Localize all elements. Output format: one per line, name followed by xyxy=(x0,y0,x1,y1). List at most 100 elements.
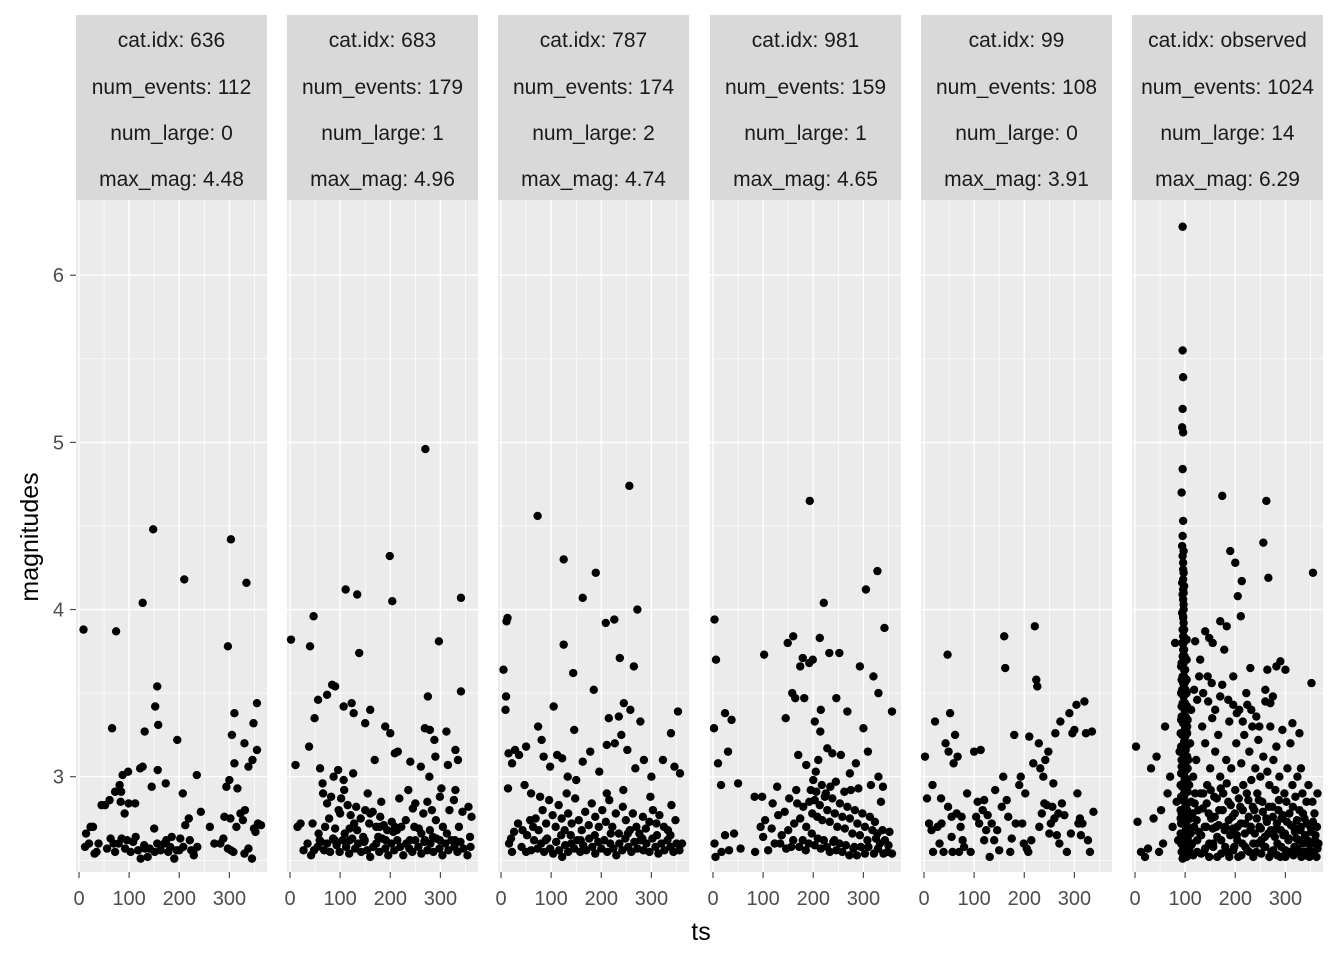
facet-strip-label: num_events: 159 xyxy=(725,76,886,99)
data-point xyxy=(1062,847,1072,857)
data-point xyxy=(397,822,406,832)
data-point xyxy=(602,740,611,750)
data-point xyxy=(343,800,352,810)
data-point xyxy=(506,834,516,843)
data-point xyxy=(296,819,305,828)
data-point xyxy=(324,814,334,823)
data-point xyxy=(135,764,145,773)
data-point xyxy=(799,802,808,812)
data-point xyxy=(1143,844,1153,853)
data-point xyxy=(1176,715,1186,725)
data-point xyxy=(330,824,340,833)
facet-strip xyxy=(921,15,1112,200)
data-point xyxy=(1203,672,1212,681)
data-point xyxy=(1291,792,1300,801)
data-point xyxy=(1178,575,1188,584)
data-point xyxy=(979,836,989,845)
data-point xyxy=(1257,849,1266,858)
data-point xyxy=(539,752,548,761)
data-point xyxy=(995,846,1004,855)
data-point xyxy=(559,640,568,649)
data-point xyxy=(1264,573,1273,582)
data-point xyxy=(1247,775,1256,785)
data-point xyxy=(1044,747,1053,756)
data-point xyxy=(618,802,628,812)
data-point xyxy=(451,745,460,755)
facet-panel: cat.idx: observed num_events: 1024 num_lar… xyxy=(1129,15,1323,910)
data-point xyxy=(1240,829,1249,838)
data-point xyxy=(1195,655,1205,664)
data-point xyxy=(1251,764,1260,773)
data-point xyxy=(658,755,668,765)
data-point xyxy=(1232,739,1241,748)
data-point xyxy=(453,755,463,765)
data-point xyxy=(974,819,984,828)
data-point xyxy=(430,735,439,745)
facet-panel: cat.idx: 636 num_events: 112 num_large: 0 m… xyxy=(73,15,267,910)
data-point xyxy=(549,702,558,711)
data-point xyxy=(578,757,587,766)
data-point xyxy=(223,642,233,651)
data-point xyxy=(131,832,140,842)
data-point xyxy=(858,809,867,818)
data-point xyxy=(709,724,719,733)
data-point xyxy=(386,729,395,738)
data-point xyxy=(81,829,91,838)
data-point xyxy=(815,800,824,810)
data-point xyxy=(366,852,375,862)
data-point xyxy=(1206,785,1215,795)
data-point xyxy=(619,785,628,795)
data-point xyxy=(363,789,372,798)
data-point xyxy=(244,762,253,771)
data-point xyxy=(140,844,150,853)
data-point xyxy=(666,831,675,840)
data-point xyxy=(1312,822,1322,832)
data-point xyxy=(1232,831,1241,840)
data-point xyxy=(1182,822,1192,832)
data-point xyxy=(1085,847,1095,857)
data-point xyxy=(1176,688,1186,698)
data-point xyxy=(1178,372,1188,382)
data-point xyxy=(1283,764,1292,773)
data-point xyxy=(1041,755,1050,765)
data-point xyxy=(1011,819,1020,828)
data-point xyxy=(1176,805,1185,815)
data-point xyxy=(1296,764,1306,773)
data-point xyxy=(632,822,641,832)
data-point xyxy=(1281,665,1290,674)
data-point xyxy=(758,832,768,842)
data-point xyxy=(110,847,120,857)
data-point xyxy=(1056,717,1065,726)
data-point xyxy=(648,805,658,815)
x-tick-label: 200 xyxy=(163,888,196,910)
data-point xyxy=(880,623,889,633)
data-point xyxy=(1192,815,1201,825)
data-point xyxy=(856,842,866,852)
data-point xyxy=(1178,346,1187,355)
data-point xyxy=(647,772,656,781)
data-point xyxy=(240,739,249,748)
data-point xyxy=(950,730,960,740)
data-point xyxy=(410,822,419,832)
data-point xyxy=(251,827,260,837)
data-point xyxy=(503,613,512,623)
data-point xyxy=(720,708,730,718)
data-point xyxy=(399,851,408,860)
data-point xyxy=(1310,836,1320,845)
data-point xyxy=(130,799,140,808)
data-point xyxy=(843,802,852,812)
data-point xyxy=(920,752,930,761)
data-point xyxy=(339,775,348,785)
data-point xyxy=(1168,822,1177,832)
data-point xyxy=(404,785,413,795)
data-point xyxy=(338,836,347,845)
data-point xyxy=(406,757,415,766)
data-point xyxy=(1072,700,1081,710)
data-point xyxy=(1182,635,1191,644)
facet-strip-label: num_events: 1024 xyxy=(1141,76,1314,99)
data-point xyxy=(381,836,390,845)
data-point xyxy=(1234,794,1243,803)
data-point xyxy=(1211,747,1220,756)
data-point xyxy=(377,797,386,806)
data-point xyxy=(339,785,349,795)
